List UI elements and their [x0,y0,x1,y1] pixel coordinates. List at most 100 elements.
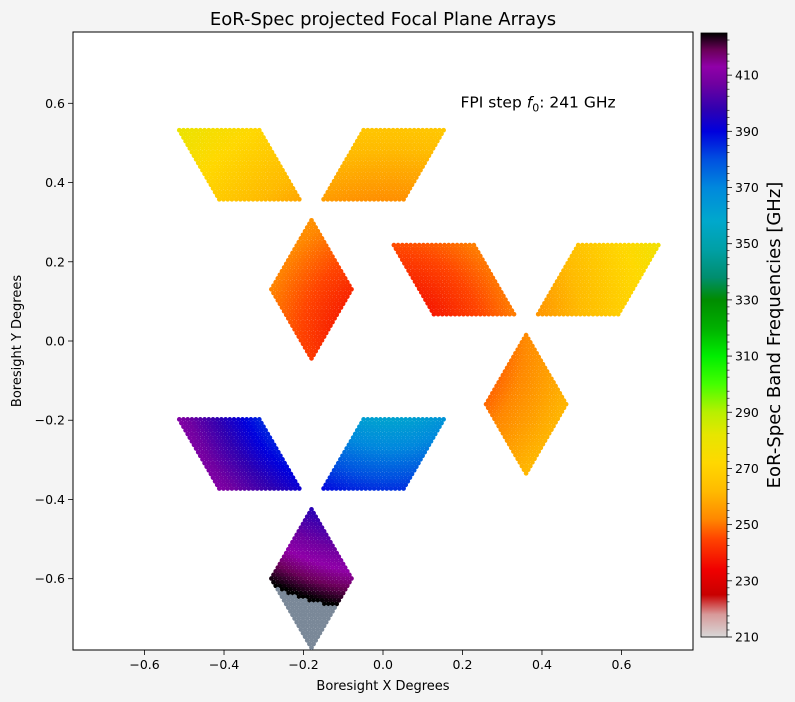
detector-pixel [425,257,430,263]
detector-pixel [321,268,327,274]
detector-pixel [403,149,409,155]
detector-pixel [265,186,271,191]
detector-pixel [244,482,250,488]
detector-pixel [530,452,535,458]
detector-pixel [480,271,485,277]
detector-pixel [399,156,404,162]
detector-pixel [185,127,191,133]
detector-pixel [380,420,385,426]
detector-pixel [392,420,398,426]
detector-pixel [403,446,409,451]
detector-pixel [525,380,531,385]
detector-pixel [458,279,464,284]
detector-pixel [307,265,312,270]
detector-pixel [486,311,492,317]
detector-pixel [294,539,300,545]
detector-pixel [452,253,458,259]
detector-pixel [401,457,406,462]
detector-pixel [208,167,214,173]
detector-pixel [490,297,496,303]
detector-pixel [454,286,460,292]
detector-pixel [288,579,293,585]
detector-pixel [313,334,319,339]
detector-pixel [573,290,579,295]
detector-pixel [200,167,205,173]
detector-pixel [603,268,608,273]
detector-pixel [294,323,300,329]
detector-pixel [561,290,566,295]
detector-pixel [511,311,517,317]
detector-pixel [607,311,613,317]
detector-pixel [254,464,260,470]
detector-pixel [454,279,460,284]
detector-pixel [204,457,210,462]
detector-pixel [405,435,411,440]
detector-pixel [195,146,201,151]
detector-pixel [590,297,596,303]
detector-pixel [561,268,566,273]
detector-pixel [302,612,308,618]
detector-pixel [309,239,314,245]
detector-pixel [490,311,496,317]
detector-pixel [246,153,252,159]
detector-pixel [382,149,388,155]
detector-pixel [403,171,409,177]
detector-pixel [439,268,445,273]
detector-pixel [388,189,394,195]
detector-pixel [309,565,314,570]
detector-pixel [248,178,254,184]
detector-pixel [508,387,514,393]
detector-pixel [292,478,298,484]
detector-pixel [409,449,415,455]
detector-pixel [195,449,201,455]
detector-pixel [452,304,458,310]
detector-pixel [561,311,566,317]
detector-pixel [202,156,207,162]
detector-pixel [197,431,203,437]
detector-pixel [294,316,300,321]
detector-pixel [384,457,390,462]
detector-pixel [302,525,308,530]
detector-pixel [403,164,409,169]
detector-pixel [223,475,228,480]
detector-pixel [349,286,354,292]
detector-pixel [265,164,271,169]
detector-pixel [361,475,366,480]
detector-pixel [235,193,241,199]
detector-pixel [313,268,319,274]
detector-pixel [384,160,390,166]
detector-pixel [288,305,293,310]
detector-pixel [559,286,564,292]
detector-pixel [216,175,222,180]
detector-pixel [235,186,241,191]
detector-pixel [242,182,247,188]
detector-pixel [461,260,466,266]
detector-pixel [407,453,413,459]
detector-pixel [323,482,329,488]
detector-pixel [309,341,314,347]
detector-pixel [607,253,613,259]
detector-pixel [359,131,364,137]
detector-pixel [290,316,295,321]
detector-pixel [321,528,327,534]
detector-pixel [242,167,247,173]
detector-pixel [340,482,345,488]
detector-pixel [267,182,273,188]
detector-pixel [388,138,394,144]
detector-pixel [448,275,454,281]
detector-pixel [298,605,304,610]
detector-pixel [202,438,207,444]
detector-pixel [477,282,483,288]
detector-pixel [315,539,321,545]
detector-pixel [573,282,579,288]
detector-pixel [546,387,552,393]
detector-pixel [428,135,434,140]
detector-pixel [555,401,561,407]
detector-pixel [500,380,506,385]
detector-pixel [622,300,627,306]
detector-pixel [527,369,533,374]
detector-pixel [235,446,241,451]
detector-pixel [412,271,418,277]
detector-pixel [534,445,539,451]
detector-pixel [523,405,529,411]
